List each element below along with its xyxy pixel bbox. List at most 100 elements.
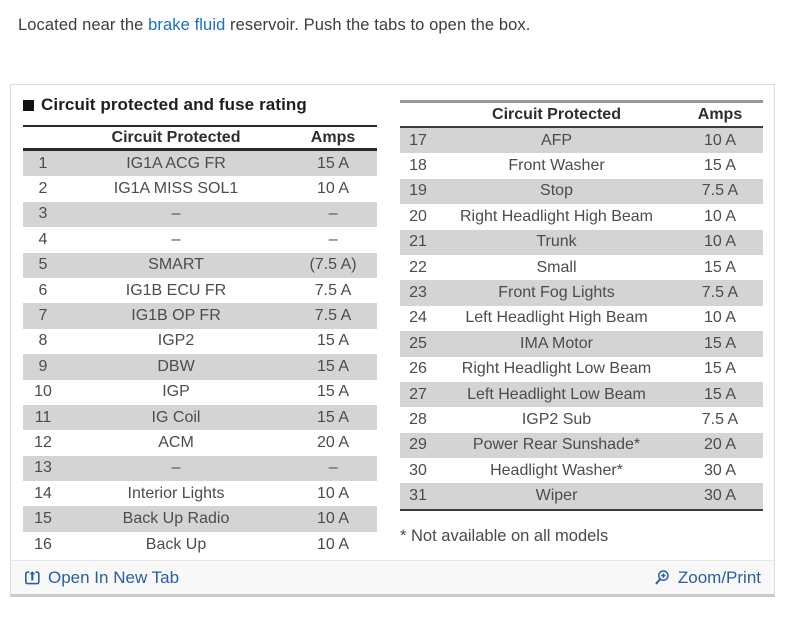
fuse-num: 23 — [409, 284, 427, 302]
fuse-num: 5 — [38, 256, 48, 274]
fuse-num: 11 — [34, 408, 52, 426]
fuse-num: 28 — [409, 410, 427, 428]
fuse-row: 10 IGP 15 A — [23, 380, 377, 405]
fuse-num: 30 — [409, 461, 427, 479]
fuse-circuit: ACM — [158, 433, 194, 451]
fuse-circuit: Front Fog Lights — [498, 284, 615, 302]
fuse-num: 20 — [409, 207, 427, 225]
fuse-row: 16 Back Up 10 A — [23, 532, 377, 557]
fuse-panel: Circuit protected and fuse rating Circui… — [10, 84, 775, 597]
fuse-amps: 7.5 A — [701, 284, 739, 302]
fuse-circuit: Back Up Radio — [122, 510, 230, 528]
intro-text-before: Located near the — [18, 16, 149, 34]
fuse-row: 6 IG1B ECU FR 7.5 A — [23, 278, 377, 303]
fuse-row: 30 Headlight Washer* 30 A — [400, 458, 763, 483]
fuse-circuit: IG1B ECU FR — [125, 281, 227, 299]
fuse-row: 4 – – — [23, 227, 377, 252]
fuse-num: 2 — [38, 180, 48, 198]
fuse-amps: – — [328, 205, 338, 223]
fuse-num: 6 — [38, 281, 48, 299]
fuse-num: 25 — [409, 334, 427, 352]
fuse-amps: 7.5 A — [701, 410, 739, 428]
fuse-row: 2 IG1A MISS SOL1 10 A — [23, 176, 377, 201]
footnote: * Not available on all models — [400, 526, 609, 545]
fuse-amps: 10 A — [703, 207, 737, 225]
fuse-circuit: Right Headlight Low Beam — [461, 360, 652, 378]
fuse-num: 29 — [409, 436, 427, 454]
fuse-circuit: AFP — [540, 131, 573, 149]
brake-fluid-link[interactable]: brake fluid — [148, 16, 226, 34]
fuse-circuit: IG1A MISS SOL1 — [113, 180, 239, 198]
fuse-row: 25 IMA Motor 15 A — [400, 331, 763, 357]
fuse-num: 31 — [409, 487, 427, 505]
fuse-amps: – — [328, 230, 338, 248]
table-header: Circuit Protected Amps — [400, 100, 763, 128]
fuse-circuit: IMA Motor — [520, 334, 593, 352]
fuse-num: 10 — [34, 383, 52, 401]
fuse-amps: 7.5 A — [314, 281, 352, 299]
fuse-amps: 15 A — [703, 157, 737, 175]
fuse-num: 24 — [409, 309, 427, 327]
header-circuit-protected: Circuit Protected — [111, 128, 241, 146]
intro-text-after: reservoir. Push the tabs to open the box… — [225, 16, 531, 34]
fuse-amps: 15 A — [703, 385, 737, 403]
fuse-row: 8 IGP2 15 A — [23, 329, 377, 354]
fuse-amps: 30 A — [703, 487, 737, 505]
fuse-circuit: IG Coil — [151, 408, 201, 426]
fuse-amps: 15 A — [317, 154, 350, 172]
fuse-circuit: Left Headlight Low Beam — [467, 385, 646, 403]
fuse-num: 17 — [409, 131, 427, 149]
fuse-circuit: IG1B OP FR — [131, 307, 221, 325]
fuse-circuit: Back Up — [145, 535, 207, 553]
fuse-circuit: IGP — [162, 383, 190, 401]
fuse-amps: 10 A — [703, 309, 737, 327]
fuse-row: 20 Right Headlight High Beam 10 A — [400, 204, 763, 229]
fuse-amps: 10 A — [317, 484, 350, 502]
zoom-plus-icon — [653, 569, 671, 587]
table-header: Circuit Protected Amps — [23, 125, 378, 151]
fuse-row: 23 Front Fog Lights 7.5 A — [400, 280, 763, 306]
fuse-amps: 20 A — [703, 436, 737, 454]
fuse-amps: 15 A — [317, 332, 350, 350]
fuse-circuit: IG1A ACG FR — [126, 154, 226, 172]
fuse-row: 15 Back Up Radio 10 A — [23, 506, 378, 532]
table-body-right: 17 AFP 10 A 18 Front Washer 15 A 19 Stop 7.5 A 20… — [400, 128, 763, 511]
fuse-amps: 30 A — [703, 461, 737, 479]
fuse-table-left: Circuit Protected Amps 1 IG1A ACG FR 15 A 2… — [23, 125, 378, 557]
open-in-new-tab-icon — [24, 569, 41, 586]
right-column: Circuit Protected Amps 17 AFP 10 A 18 Front … — [400, 100, 763, 557]
fuse-row: 31 Wiper 30 A — [400, 483, 763, 509]
fuse-row: 21 Trunk 10 A — [400, 229, 763, 255]
fuse-circuit: Stop — [540, 182, 573, 200]
fuse-row: 19 Stop 7.5 A — [400, 178, 763, 205]
fuse-num: 15 — [34, 510, 52, 528]
fuse-circuit: – — [171, 230, 181, 248]
fuse-row: 3 – – — [23, 201, 378, 228]
fuse-row: 22 Small 15 A — [400, 255, 763, 280]
fuse-num: 16 — [34, 535, 52, 553]
fuse-circuit: IGP2 — [157, 332, 195, 350]
fuse-circuit: SMART — [148, 256, 204, 274]
intro-text: Located near the brake fluid reservoir. … — [18, 16, 530, 35]
fuse-num: 1 — [38, 154, 48, 172]
fuse-row: 1 IG1A ACG FR 15 A — [23, 151, 378, 177]
fuse-num: 13 — [34, 459, 52, 477]
section-title: Circuit protected and fuse rating — [23, 93, 377, 117]
fuse-row: 9 DBW 15 A — [23, 354, 378, 380]
fuse-row: 14 Interior Lights 10 A — [23, 481, 377, 506]
fuse-row: 12 ACM 20 A — [23, 430, 377, 455]
header-amps: Amps — [310, 128, 356, 146]
fuse-circuit: Wiper — [535, 487, 578, 505]
fuse-circuit: DBW — [157, 357, 195, 375]
fuse-amps: 20 A — [317, 433, 350, 451]
fuse-amps: 7.5 A — [701, 182, 739, 200]
open-in-new-tab-link[interactable]: Open In New Tab — [24, 568, 179, 588]
fuse-row: 11 IG Coil 15 A — [23, 404, 378, 431]
fuse-circuit: Left Headlight High Beam — [465, 309, 648, 327]
fuse-table-right: Circuit Protected Amps 17 AFP 10 A 18 Front … — [400, 100, 763, 511]
fuse-amps: 10 A — [703, 131, 737, 149]
fuse-row: 27 Left Headlight Low Beam 15 A — [400, 381, 763, 408]
fuse-num: 9 — [38, 357, 48, 375]
zoom-print-link[interactable]: Zoom/Print — [653, 568, 761, 588]
fuse-num: 12 — [34, 433, 52, 451]
